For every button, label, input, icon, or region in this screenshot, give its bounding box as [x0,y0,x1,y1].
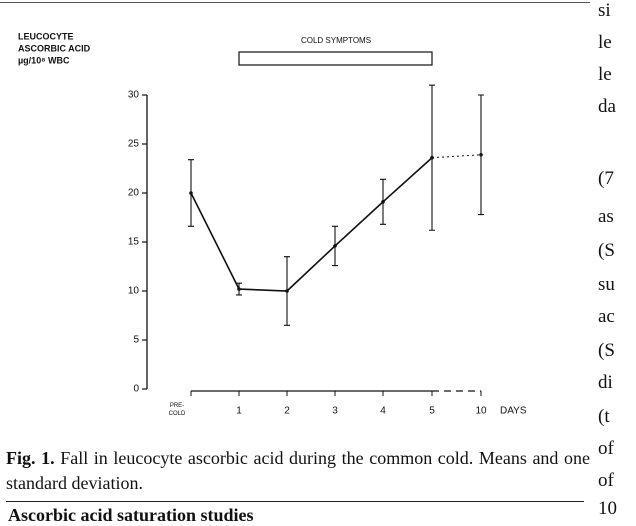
text-fragment: (S [598,240,615,261]
y-tick-label: 15 [128,237,140,248]
series-line [190,157,433,292]
text-fragment: (S [598,340,615,361]
annotation-bar [238,51,433,66]
caption-label: Fig. 1. [6,448,55,468]
text-fragment: di [598,372,613,393]
y-tick-label: 20 [128,188,140,199]
text-fragment: le [598,64,612,85]
x-tick-label: PRE-COLD [168,403,186,417]
text-fragment: of [598,470,614,491]
data-point [479,152,483,157]
text-fragment: as [598,206,614,227]
data-point [237,287,241,291]
data-point [333,244,337,248]
x-tick-label: 3 [332,406,338,417]
text-fragment: 10 [598,498,617,519]
text-fragment: ac [598,306,615,327]
caption-text: Fall in leucocyte ascorbic acid during t… [6,448,591,493]
y-tick-label: 25 [128,139,140,150]
data-point [285,289,289,293]
text-fragment: le [598,32,612,53]
x-tick-label: 2 [284,406,290,417]
data-point [430,155,434,160]
top-rule [0,2,590,3]
chart: LEUCOCYTE ASCORBIC ACID µg/10⁸ WBC DAYS … [18,31,527,417]
x-tick-label: 1 [236,406,242,417]
data-point [189,191,193,195]
y-label-line: LEUCOCYTE [18,31,74,41]
caption: Fig. 1. Fall in leucocyte ascorbic acid … [6,446,590,496]
rule [6,501,584,502]
text-fragment: da [598,96,616,117]
y-tick-label: 5 [133,335,139,346]
text-fragment: si [598,0,611,21]
y-label-line: µg/10⁸ WBC [18,55,70,65]
text-fragment: (7 [598,168,614,189]
annotation-label: COLD SYMPTOMS [301,36,371,45]
y-tick-label: 10 [128,286,140,297]
section-heading: Ascorbic acid saturation studies [8,505,254,525]
text-fragment: of [598,438,614,459]
data-point [381,200,385,204]
text-fragment: su [598,274,615,295]
y-tick-label: 0 [133,384,139,395]
x-unit-label: DAYS [500,406,527,417]
x-tick-label: 5 [429,406,435,417]
y-tick-label: 30 [128,90,140,101]
x-tick-label: 4 [380,406,386,417]
series-line-dotted [431,154,482,159]
x-tick-label: 10 [475,406,487,417]
x-tick-label-box: PRE-COLD [168,403,186,417]
text-fragment: (t [598,406,610,427]
y-label-line: ASCORBIC ACID [18,43,91,53]
